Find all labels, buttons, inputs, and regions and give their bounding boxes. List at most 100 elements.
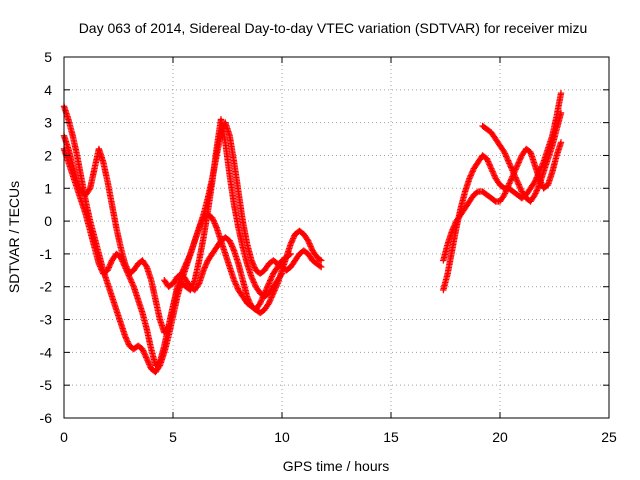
data-point-marker — [449, 226, 456, 233]
data-point-marker — [304, 237, 312, 244]
data-point-marker — [512, 175, 520, 183]
data-point-marker — [483, 155, 491, 162]
data-point-marker — [511, 172, 519, 180]
data-point-marker — [504, 183, 512, 190]
data-point-marker — [509, 167, 516, 174]
y-tick-label: -5 — [40, 377, 53, 393]
data-point-marker — [534, 184, 542, 192]
data-point-marker — [181, 263, 189, 270]
data-point-marker — [501, 150, 509, 157]
data-point-marker — [266, 277, 274, 284]
data-point-marker — [503, 153, 510, 160]
data-point-marker — [502, 188, 509, 196]
data-point-marker — [75, 182, 83, 190]
data-point-marker — [211, 220, 218, 227]
axis-ticks: 0 5 10 15 20 25 -6 -5 -4 -3 -2 -1 0 1 2 3 4 5 — [40, 49, 617, 445]
data-point-marker — [316, 263, 324, 270]
data-point-marker — [265, 299, 273, 307]
data-point-marker — [141, 351, 149, 358]
data-point-marker — [123, 335, 130, 342]
data-point-marker — [245, 296, 252, 303]
data-point-marker — [267, 276, 274, 283]
data-point-marker — [258, 297, 265, 304]
data-point-marker — [228, 241, 235, 249]
data-point-marker — [263, 284, 271, 291]
data-point-marker — [503, 186, 511, 193]
data-point-marker — [140, 348, 147, 356]
data-point-marker — [286, 251, 293, 258]
data-point-marker — [260, 291, 268, 298]
data-point-marker — [200, 265, 208, 273]
data-point-marker — [232, 281, 240, 288]
data-point-marker — [227, 238, 234, 246]
data-point-marker — [513, 163, 521, 170]
data-point-marker — [229, 244, 236, 252]
data-point-marker — [268, 274, 275, 282]
data-point-marker — [185, 254, 192, 262]
data-point-marker — [144, 357, 151, 364]
data-point-marker — [535, 183, 542, 190]
data-point-marker — [124, 338, 131, 345]
data-point-marker — [450, 223, 458, 230]
data-point-marker — [305, 238, 312, 246]
data-point-marker — [139, 345, 146, 353]
data-point-marker — [318, 263, 325, 271]
data-point-marker — [74, 179, 81, 187]
data-point-marker — [86, 186, 93, 193]
x-tick-label: 5 — [169, 429, 177, 445]
data-point-marker — [233, 283, 241, 291]
y-tick-label: 5 — [44, 49, 52, 65]
data-point-marker — [146, 362, 154, 370]
data-point-marker — [467, 172, 474, 179]
data-point-marker — [531, 191, 539, 199]
data-point-marker — [243, 293, 251, 300]
data-point-marker — [98, 266, 105, 273]
y-tick-label: 3 — [44, 115, 52, 131]
data-point-marker — [508, 165, 516, 173]
data-point-marker — [202, 261, 210, 268]
data-point-marker — [484, 156, 491, 164]
data-point-marker — [142, 262, 150, 269]
data-point-marker — [73, 178, 81, 185]
data-point-marker — [468, 171, 475, 178]
data-point-marker — [503, 187, 510, 194]
data-point-marker — [250, 261, 257, 268]
data-point-marker — [266, 298, 273, 305]
data-point-marker — [251, 264, 258, 271]
data-point-marker — [469, 168, 476, 175]
data-point-marker — [146, 361, 153, 368]
data-point-marker — [248, 275, 256, 282]
series-3 — [60, 116, 286, 336]
data-point-marker — [506, 160, 513, 167]
data-point-marker — [508, 164, 515, 171]
data-point-marker — [290, 235, 297, 242]
data-point-marker — [501, 148, 508, 156]
data-point-marker — [233, 282, 240, 289]
data-point-marker — [532, 188, 540, 196]
data-point-marker — [468, 169, 476, 177]
data-point-marker — [504, 157, 512, 164]
data-point-marker — [128, 277, 135, 285]
data-point-marker — [200, 267, 207, 274]
data-point-marker — [184, 256, 192, 263]
data-point-marker — [121, 332, 129, 340]
data-point-marker — [227, 240, 235, 247]
data-point-marker — [230, 276, 238, 284]
data-point-marker — [97, 264, 104, 272]
grid-lines — [64, 57, 609, 418]
data-point-marker — [143, 354, 150, 361]
data-point-marker — [516, 182, 523, 190]
data-point-marker — [129, 280, 136, 288]
data-point-marker — [278, 270, 286, 277]
data-point-marker — [506, 161, 514, 169]
data-point-marker — [510, 170, 517, 177]
data-point-marker — [261, 288, 269, 296]
data-point-marker — [106, 262, 113, 270]
data-points — [60, 89, 565, 376]
data-point-marker — [265, 280, 273, 287]
data-point-marker — [501, 190, 509, 197]
data-point-marker — [139, 347, 147, 354]
data-point-marker — [203, 260, 210, 267]
data-point-marker — [532, 190, 539, 197]
